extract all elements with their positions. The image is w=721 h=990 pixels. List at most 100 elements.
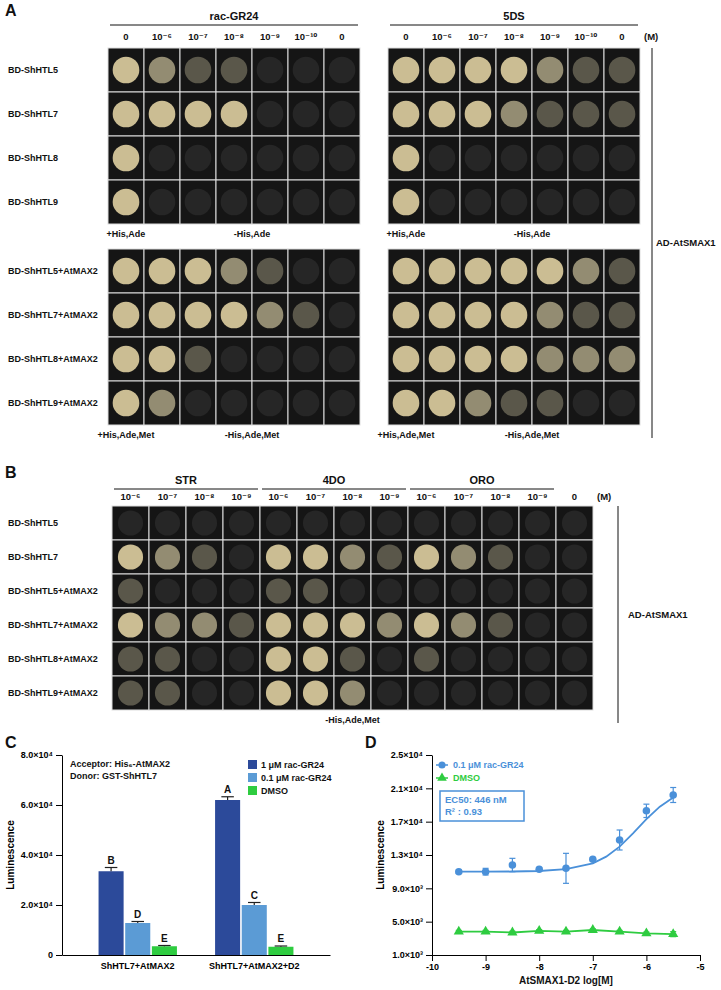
spot-cell [186, 506, 223, 540]
point [616, 836, 624, 844]
point [534, 925, 544, 934]
spot-cell [297, 642, 334, 676]
colony [465, 101, 492, 128]
spot-cell [216, 136, 252, 180]
media-label: -His,Ade [234, 229, 271, 239]
spot-cell [604, 293, 640, 337]
error-bar [563, 853, 569, 883]
treatment-header: STR [175, 474, 197, 486]
tick-mark [646, 955, 647, 961]
colony [451, 544, 476, 569]
tick-label: 4.0×10⁴ [21, 850, 53, 860]
error-cap [617, 849, 623, 850]
error-cap [275, 945, 288, 946]
spot-cell [252, 249, 288, 293]
spot-cell [252, 381, 288, 425]
legend: 0.1 μM rac-GR24 DMSO [436, 760, 524, 783]
error-bar [617, 830, 623, 850]
spot-cell [223, 642, 260, 676]
tick: -5 [696, 955, 704, 972]
spot-cell [496, 180, 532, 224]
row-label: BD-ShHTL7 [8, 552, 58, 562]
tick-label: -8 [536, 962, 544, 972]
tick-mark [539, 955, 540, 961]
colony [221, 302, 248, 329]
colony [257, 145, 284, 172]
colony [393, 390, 420, 417]
error-bar [248, 903, 261, 906]
spot-cell [460, 381, 496, 425]
spot-cell [324, 293, 360, 337]
spot-cell [108, 249, 144, 293]
spot-cell [288, 381, 324, 425]
colony [118, 544, 143, 569]
spot-cell [144, 48, 180, 92]
colony [573, 258, 600, 285]
error-bar [158, 945, 171, 947]
tick-label: 8.0×10⁴ [21, 750, 53, 760]
axis-line [63, 955, 331, 956]
concentration-label: 10⁻⁶ [417, 491, 437, 502]
spot-cell [532, 92, 568, 136]
colony [501, 302, 528, 329]
colony [414, 578, 439, 603]
annotation: Donor: GST-ShHTL7 [70, 771, 157, 781]
colony [329, 346, 356, 373]
media-label: +His,Ade [387, 229, 426, 239]
spot-cell [288, 180, 324, 224]
spot-cell [112, 608, 149, 642]
axis-line [62, 756, 63, 956]
legend-label: DMSO [453, 773, 480, 783]
legend-label: 0.1 μM rac-GR24 [453, 760, 524, 770]
tick: -7 [589, 955, 597, 972]
colony [149, 302, 176, 329]
colony [501, 346, 528, 373]
spot-cell [288, 337, 324, 381]
colony [257, 390, 284, 417]
row-label: BD-ShHTL5 [8, 65, 58, 75]
point [641, 927, 651, 936]
concentration-label: 10⁻⁷ [454, 491, 474, 502]
legend: 1 μM rac-GR240.1 μM rac-GR24DMSO [248, 760, 332, 796]
concentration-label: 10⁻⁶ [432, 31, 452, 42]
tick-mark [700, 955, 701, 961]
colony [465, 390, 492, 417]
spot-cell [424, 92, 460, 136]
colony [221, 101, 248, 128]
tick: 2.0×10⁴ [21, 900, 62, 910]
row-label: BD-ShHTL9+AtMAX2 [8, 398, 98, 408]
spot-cell [445, 540, 482, 574]
colony [573, 101, 600, 128]
tick-mark [56, 955, 62, 956]
colony [562, 612, 587, 637]
spot-cell [180, 293, 216, 337]
spot-cell [223, 506, 260, 540]
colony [501, 258, 528, 285]
spot-cell [568, 249, 604, 293]
panel-label: B [5, 464, 17, 481]
colony [329, 189, 356, 216]
spot-cell [252, 48, 288, 92]
colony [562, 544, 587, 569]
bar [242, 905, 267, 955]
bar [99, 871, 124, 955]
spot-cell [532, 293, 568, 337]
chart-c: C02.0×10⁴4.0×10⁴6.0×10⁴8.0×10⁴ShHTL7+AtM… [5, 734, 332, 971]
colony [185, 258, 212, 285]
colony [266, 510, 291, 535]
bar [215, 800, 240, 955]
colony [293, 57, 320, 84]
spot-cell [424, 337, 460, 381]
tick: -10 [426, 955, 439, 972]
spot-cell [252, 136, 288, 180]
significance-letter: D [134, 909, 141, 920]
spot-cell [252, 92, 288, 136]
point [668, 928, 678, 937]
spot-cell [180, 48, 216, 92]
spot-cell [252, 180, 288, 224]
concentration-label: 10⁻⁶ [121, 491, 141, 502]
concentration-label: 10⁻⁸ [504, 31, 524, 42]
concentration-label: 0 [619, 31, 624, 42]
spot-cell [519, 506, 556, 540]
spot-cell [180, 92, 216, 136]
